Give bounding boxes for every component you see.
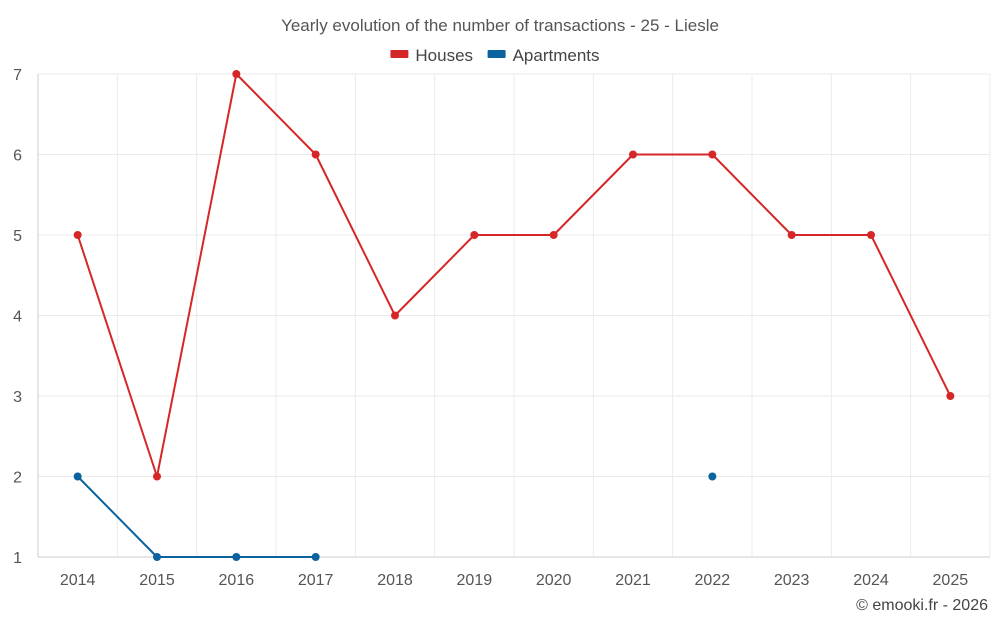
x-tick-label: 2025 [933,572,969,589]
data-point-apartments[interactable] [153,553,161,561]
axes: 1 2 3 4 5 6 7 2014 2015 2016 2017 2018 2019 2020 2021 2… [13,67,990,589]
data-point-houses[interactable] [708,150,717,159]
data-point-houses[interactable] [867,231,875,239]
grid-lines [37,73,991,557]
legend-label: Apartments [513,46,600,65]
y-tick-label: 1 [13,550,22,567]
x-tick-label: 2024 [853,572,889,589]
x-tick-label: 2016 [219,572,255,589]
series-apartments [73,472,717,561]
data-point-houses[interactable] [153,472,161,481]
x-tick-label: 2019 [457,572,493,589]
x-tick-label: 2018 [377,572,413,589]
series-line-houses [76,73,952,478]
data-point-houses[interactable] [311,150,320,159]
y-tick-label: 5 [13,228,22,245]
data-point-houses[interactable] [470,231,479,239]
data-point-apartments[interactable] [708,472,717,481]
x-tick-label: 2017 [298,572,334,589]
legend-swatch [487,50,506,58]
legend-item-apartments[interactable]: Apartments [487,46,600,65]
data-point-houses[interactable] [629,150,637,159]
credit-label: © emooki.fr - 2026 [856,597,988,614]
data-point-houses[interactable] [549,231,558,239]
legend-label: Houses [415,46,473,65]
y-tick-label: 4 [13,309,22,326]
data-point-apartments[interactable] [232,553,241,561]
series-layer [73,70,955,561]
y-tick-label: 7 [13,67,22,84]
chart-title: Yearly evolution of the number of transa… [281,16,719,35]
data-point-houses[interactable] [946,392,955,400]
data-point-houses[interactable] [787,231,796,239]
legend-swatch [390,50,409,58]
x-tick-label: 2022 [695,572,731,589]
y-tick-label: 2 [13,470,22,487]
x-tick-label: 2023 [774,572,810,589]
series-line-apartments [76,475,316,558]
data-point-apartments[interactable] [73,472,82,481]
data-point-houses[interactable] [232,70,241,78]
data-point-houses[interactable] [73,231,82,239]
legend: Houses Apartments [390,46,600,65]
x-tick-label: 2014 [60,572,96,589]
data-point-apartments[interactable] [311,553,320,561]
y-tick-label: 3 [13,389,22,406]
x-tick-label: 2015 [139,572,175,589]
x-tick-label: 2021 [615,572,651,589]
data-point-houses[interactable] [391,311,399,320]
legend-item-houses[interactable]: Houses [390,46,473,65]
series-houses [73,70,955,481]
x-tick-label: 2020 [536,572,572,589]
y-tick-label: 6 [13,148,22,165]
